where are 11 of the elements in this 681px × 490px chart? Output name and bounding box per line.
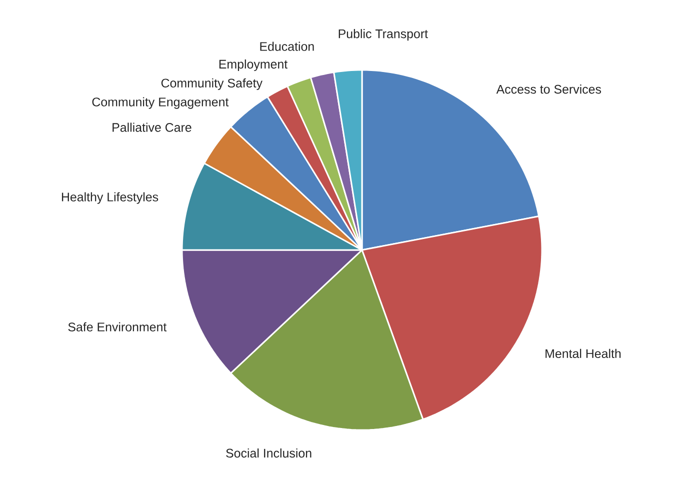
slice-label: Palliative Care xyxy=(112,122,192,132)
slice-label: Mental Health xyxy=(546,348,621,358)
slice-label: Education xyxy=(260,42,314,51)
slice-label: Healthy Lifestyles xyxy=(62,192,158,204)
slice-label: Public Transport xyxy=(338,29,428,41)
slice-label: Employment xyxy=(219,59,288,72)
slice-label: Safe Environment xyxy=(68,322,167,332)
slice-label: Social Inclusion xyxy=(226,448,312,458)
slice-label: Access to Services xyxy=(496,84,602,94)
slice-label: Community Safety xyxy=(161,78,262,90)
slice-label: Community Engagement xyxy=(92,97,229,109)
